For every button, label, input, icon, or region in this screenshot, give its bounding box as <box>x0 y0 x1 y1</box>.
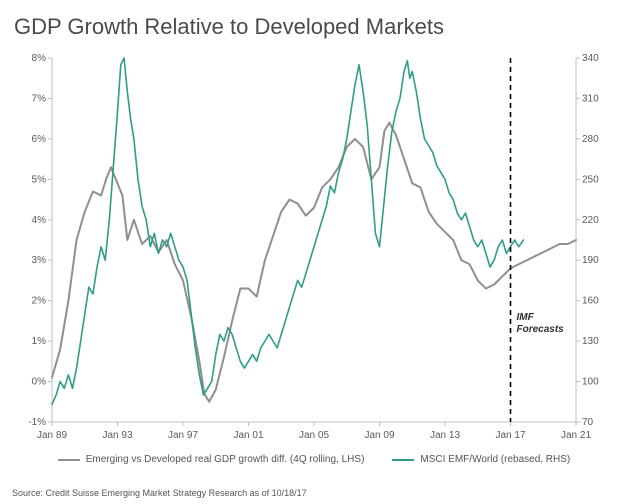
chart-title: GDP Growth Relative to Developed Markets <box>14 14 616 40</box>
svg-text:2%: 2% <box>32 296 47 307</box>
legend-label-msci: MSCI EMF/World (rebased, RHS) <box>420 454 570 465</box>
svg-text:7%: 7% <box>32 93 47 104</box>
svg-text:-1%: -1% <box>28 417 46 428</box>
svg-text:190: 190 <box>582 255 599 266</box>
svg-text:3%: 3% <box>32 255 47 266</box>
svg-text:Jan 89: Jan 89 <box>37 430 67 441</box>
legend-swatch-msci <box>392 459 414 461</box>
svg-text:340: 340 <box>582 53 599 64</box>
legend-swatch-gdp <box>58 459 80 461</box>
legend-item-msci: MSCI EMF/World (rebased, RHS) <box>392 454 570 465</box>
svg-text:100: 100 <box>582 377 599 388</box>
svg-text:70: 70 <box>582 417 594 428</box>
legend-item-gdp: Emerging vs Developed real GDP growth di… <box>58 454 365 465</box>
source-note: Source: Credit Suisse Emerging Market St… <box>12 488 307 498</box>
svg-text:6%: 6% <box>32 134 47 145</box>
svg-text:8%: 8% <box>32 53 47 64</box>
svg-text:4%: 4% <box>32 215 47 226</box>
svg-text:130: 130 <box>582 336 599 347</box>
svg-text:Jan 01: Jan 01 <box>233 430 263 441</box>
svg-text:Jan 13: Jan 13 <box>430 430 460 441</box>
svg-text:5%: 5% <box>32 174 47 185</box>
svg-text:Jan 93: Jan 93 <box>102 430 132 441</box>
chart-area: -1% 0% 1% 2% 3% 4% 5% 6% 7% 8% 70 100 130 160 190 220 25… <box>12 46 616 450</box>
svg-text:Jan 05: Jan 05 <box>299 430 329 441</box>
svg-text:IMF: IMF <box>517 312 535 323</box>
legend-label-gdp: Emerging vs Developed real GDP growth di… <box>86 454 365 465</box>
svg-text:310: 310 <box>582 93 599 104</box>
svg-text:160: 160 <box>582 296 599 307</box>
svg-text:Jan 97: Jan 97 <box>168 430 198 441</box>
legend: Emerging vs Developed real GDP growth di… <box>12 454 616 465</box>
svg-text:Jan 21: Jan 21 <box>561 430 591 441</box>
svg-text:280: 280 <box>582 134 599 145</box>
svg-text:Jan 17: Jan 17 <box>495 430 525 441</box>
svg-text:1%: 1% <box>32 336 47 347</box>
svg-text:220: 220 <box>582 215 599 226</box>
svg-text:Jan 09: Jan 09 <box>364 430 394 441</box>
svg-text:Forecasts: Forecasts <box>517 324 565 335</box>
svg-text:0%: 0% <box>32 377 47 388</box>
svg-text:250: 250 <box>582 174 599 185</box>
